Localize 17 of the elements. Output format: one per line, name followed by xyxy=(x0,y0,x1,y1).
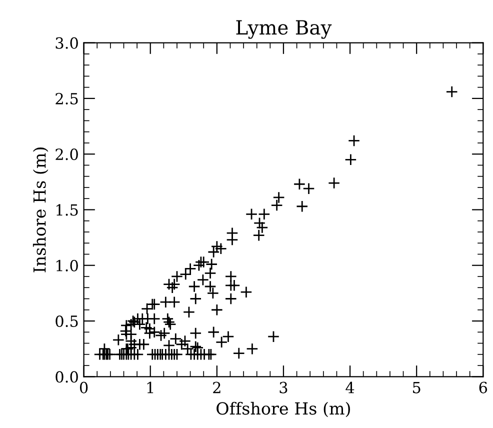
y-tick-label: 2.5 xyxy=(56,92,78,104)
x-axis-title: Offshore Hs (m) xyxy=(216,402,350,418)
x-tick-label: 2 xyxy=(213,382,220,394)
y-tick-label: 2.0 xyxy=(56,148,78,160)
y-axis-title: Inshore Hs (m) xyxy=(32,148,48,272)
x-tick-label: 5 xyxy=(413,382,420,394)
y-tick-label: 3.0 xyxy=(56,37,78,49)
y-tick-label: 0.5 xyxy=(56,315,78,328)
x-tick-label: 1 xyxy=(147,382,154,394)
x-tick-label: 3 xyxy=(280,382,288,394)
y-tick-label: 1.5 xyxy=(56,204,78,216)
y-tick-label: 1.0 xyxy=(56,260,78,272)
y-tick-label: 0.0 xyxy=(56,371,78,383)
x-tick-label: 0 xyxy=(80,382,88,394)
x-tick-label: 6 xyxy=(479,382,488,394)
chart-title: Lyme Bay xyxy=(236,20,332,39)
x-tick-label: 4 xyxy=(346,382,354,394)
